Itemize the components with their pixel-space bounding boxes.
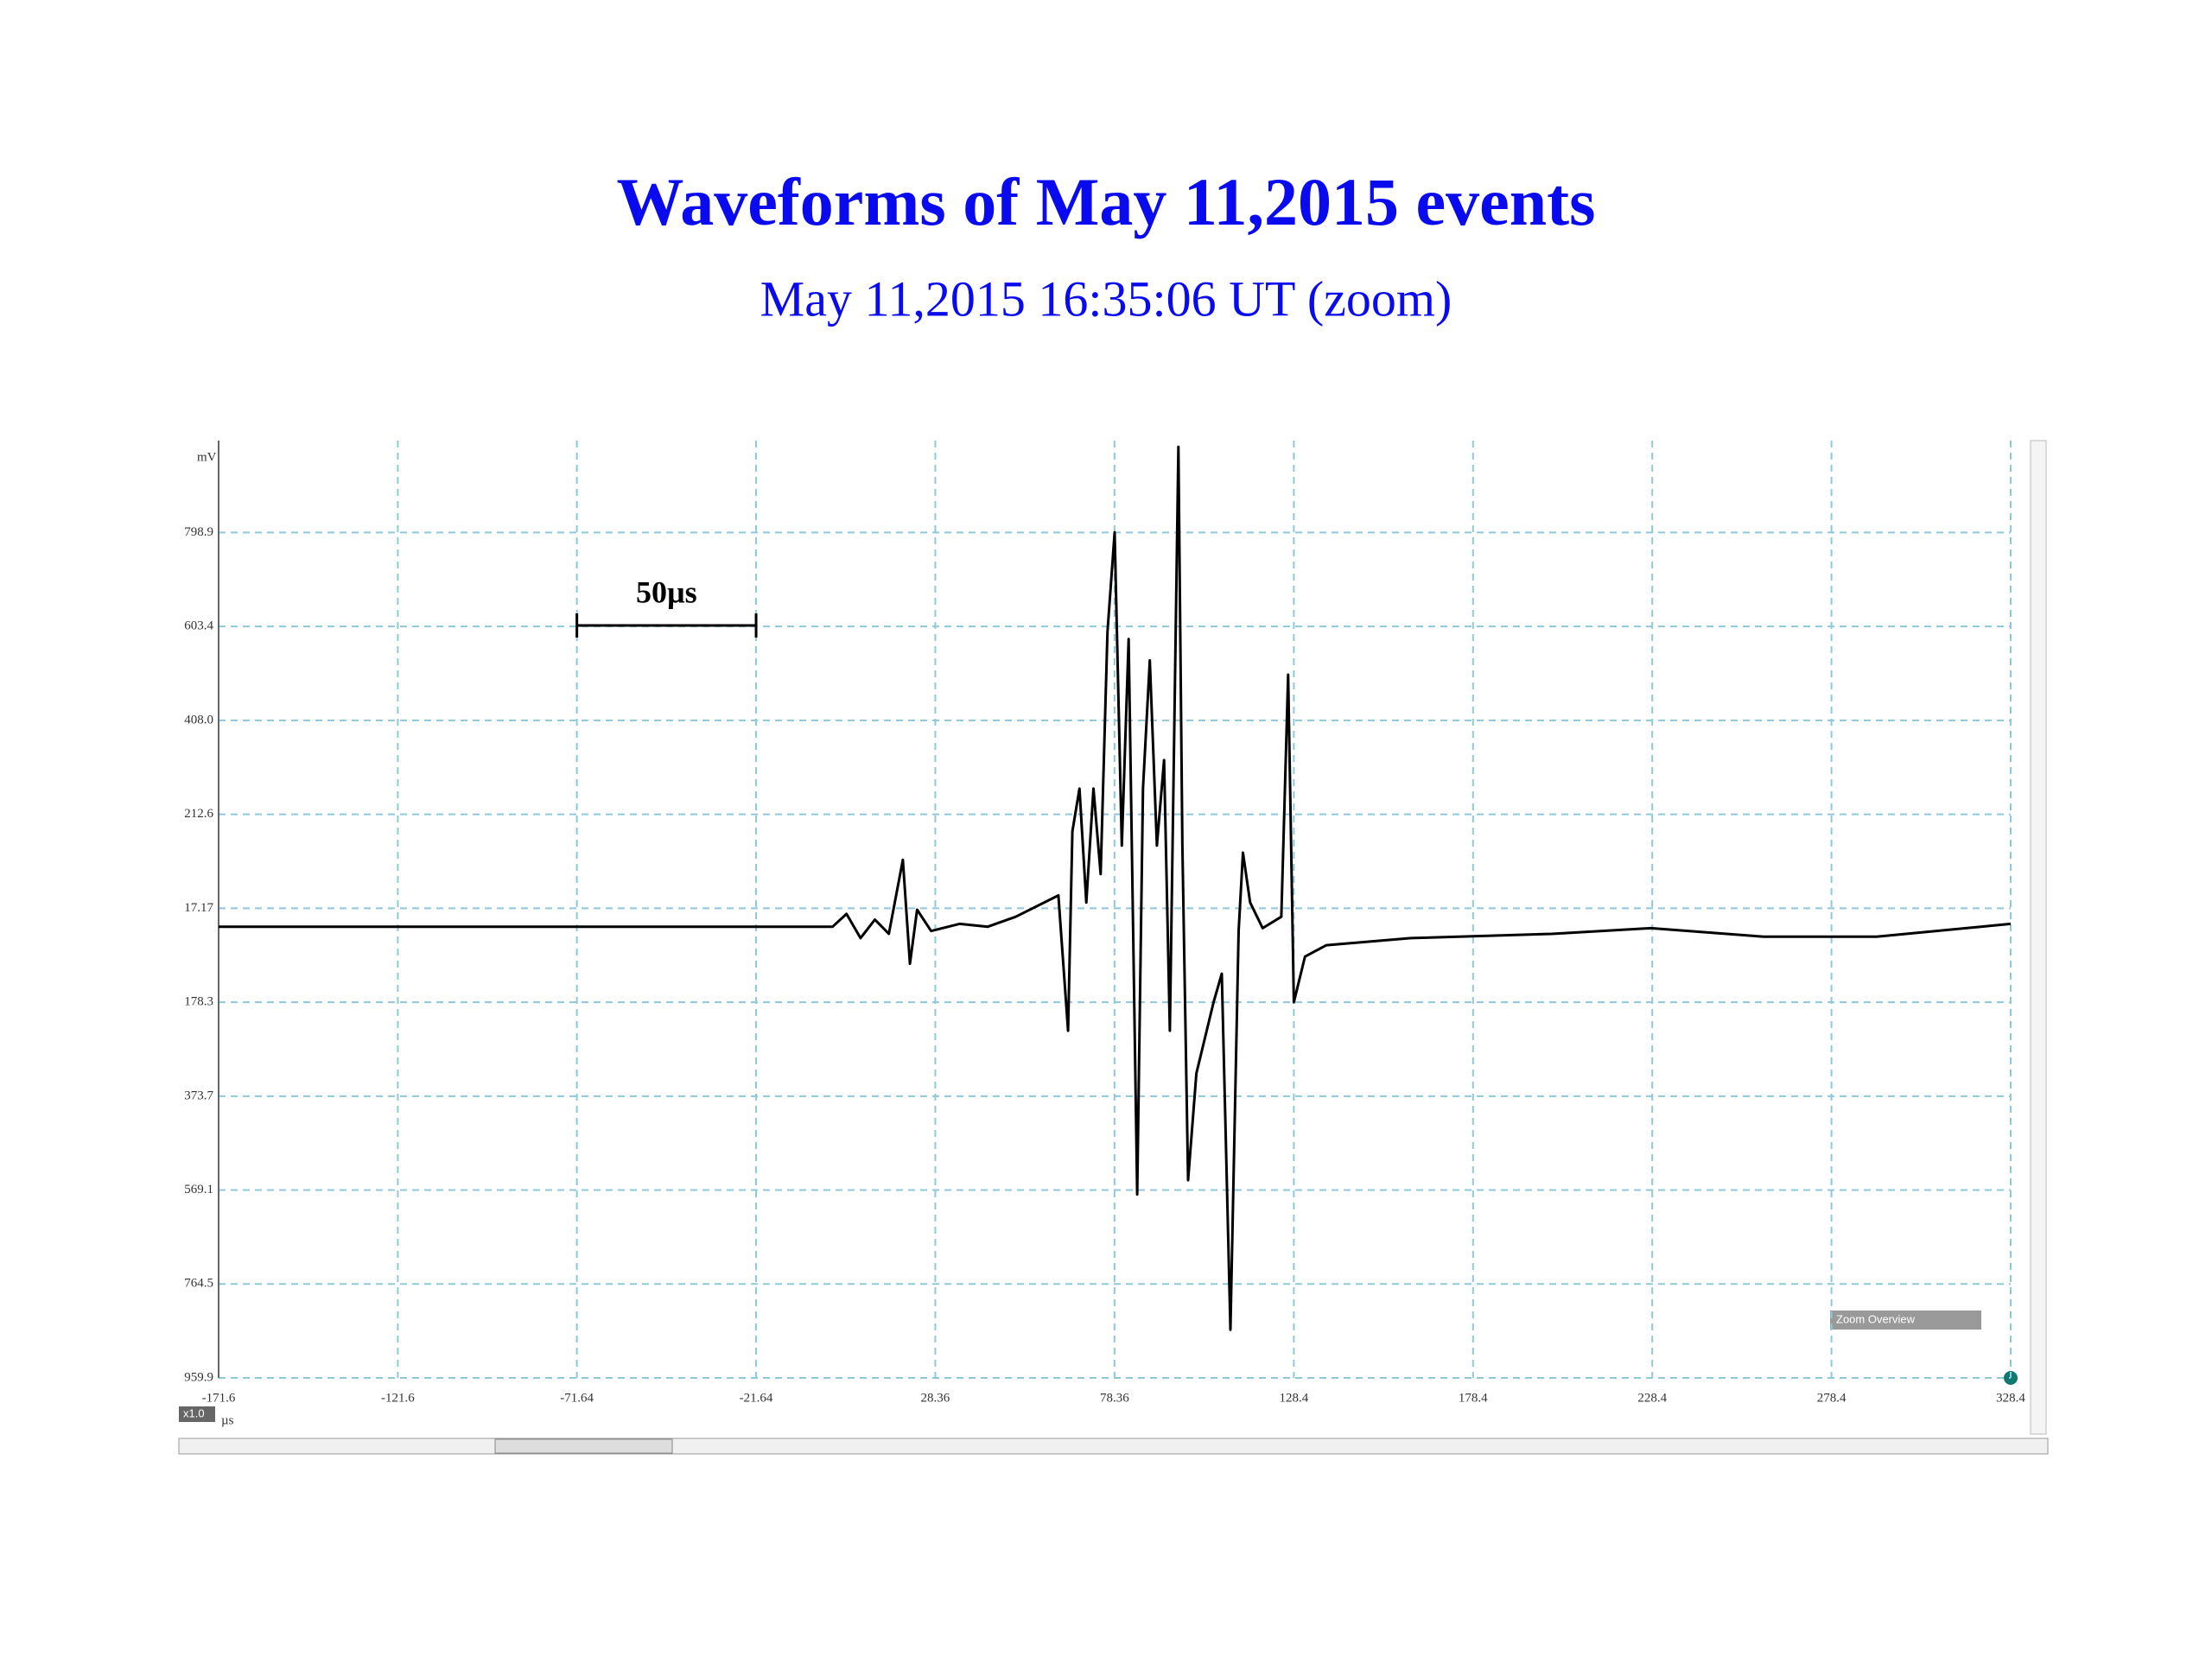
x-tick-label: -121.6 (381, 1391, 415, 1405)
y-tick-label: 408.0 (184, 713, 213, 727)
y-axis-label: mV (197, 450, 217, 464)
waveform-line (219, 445, 2012, 1331)
y-tick-label: 178.3 (184, 995, 213, 1009)
zoom-label: x1.0 (183, 1406, 205, 1419)
x-tick-label: 28.36 (921, 1391, 950, 1405)
y-tick-label: 959.9 (184, 1370, 213, 1384)
x-tick-label: 78.36 (1100, 1391, 1129, 1405)
vertical-scrollbar[interactable] (2030, 440, 2047, 1435)
chart-subtitle: May 11,2015 16:35:06 UT (zoom) (760, 270, 1452, 327)
zoom-label-box (179, 1406, 215, 1422)
y-tick-label: 798.9 (184, 525, 213, 539)
y-tick-label: 603.4 (184, 619, 213, 633)
x-tick-label: 128.4 (1280, 1391, 1309, 1405)
y-tick-label: 764.5 (184, 1277, 213, 1291)
x-tick-label: 178.4 (1459, 1391, 1488, 1405)
x-tick-label: 328.4 (1996, 1391, 2025, 1405)
y-tick-label: 569.1 (184, 1183, 213, 1196)
x-axis-label: µs (221, 1413, 234, 1427)
scrollbar-thumb[interactable] (494, 1438, 673, 1454)
x-tick-label: -171.6 (202, 1391, 236, 1405)
scrollbar[interactable] (178, 1438, 2049, 1455)
y-tick-label: 17.17 (184, 901, 213, 915)
zoom-overview[interactable]: Zoom Overview (1836, 1312, 1916, 1325)
x-tick-label: -21.64 (740, 1391, 773, 1405)
x-tick-label: 278.4 (1817, 1391, 1847, 1405)
chart-title: Waveforms of May 11,2015 events (617, 164, 1596, 239)
annotation: 50µs (636, 574, 697, 609)
y-tick-label: 212.6 (184, 807, 213, 821)
x-tick-label: 228.4 (1637, 1391, 1667, 1405)
x-tick-label: -71.64 (560, 1391, 594, 1405)
y-tick-label: 373.7 (184, 1089, 213, 1102)
zoom-overview-box[interactable] (1830, 1311, 1981, 1330)
